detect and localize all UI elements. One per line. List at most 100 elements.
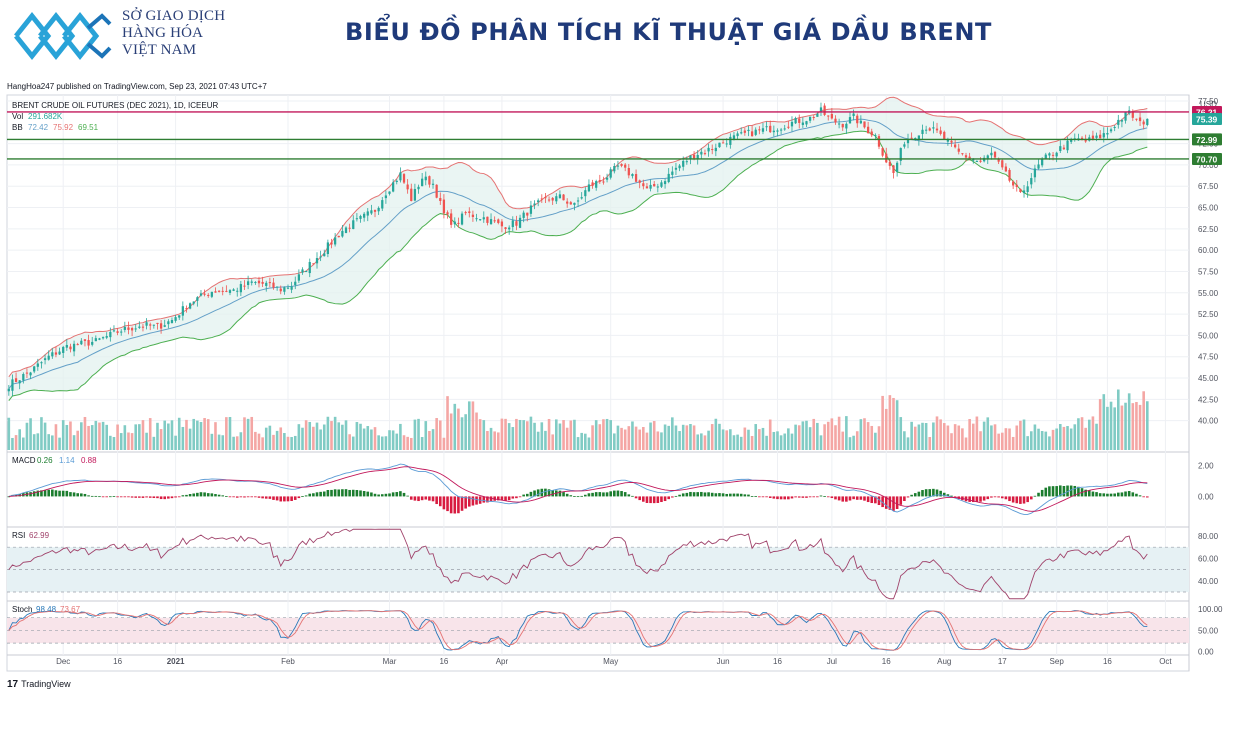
macd-hist-bar — [188, 494, 192, 497]
volume-bar — [431, 429, 435, 450]
price-tag — [1192, 112, 1222, 125]
tradingview-logo[interactable]: 17 TradingView — [7, 679, 71, 690]
volume-bar — [1029, 431, 1033, 450]
macd-hist-bar — [467, 496, 471, 507]
volume-bar — [373, 427, 377, 450]
macd-hist-bar — [134, 496, 138, 498]
candle-body — [1055, 152, 1058, 157]
volume-bar — [348, 434, 351, 450]
price-tag-label: 72.99 — [1196, 135, 1218, 145]
macd-hist-bar — [1004, 496, 1008, 500]
macd-hist-bar — [892, 496, 895, 511]
candle-body — [417, 186, 420, 190]
volume-bar — [884, 408, 888, 450]
stoch-tick-label: 50.00 — [1198, 626, 1219, 635]
macd-hist-bar — [402, 492, 406, 497]
macd-hist-bar — [863, 496, 866, 501]
candle-body — [667, 173, 670, 183]
volume-bar — [942, 423, 946, 450]
volume-bar — [638, 429, 641, 450]
candle-body — [192, 301, 195, 304]
volume-bar — [1142, 391, 1145, 450]
macd-legend-label: MACD — [12, 456, 36, 465]
macd-hist-bar — [515, 496, 518, 499]
macd-hist-bar — [196, 492, 199, 497]
candle-body — [1012, 181, 1015, 186]
macd-hist-bar — [613, 490, 616, 497]
candle-body — [609, 169, 612, 178]
macd-hist-bar — [250, 496, 254, 498]
macd-hist-bar — [1084, 489, 1087, 497]
candle-body — [671, 171, 674, 175]
macd-hist-bar — [341, 489, 344, 497]
candle-body — [471, 214, 475, 218]
candle-body — [790, 121, 794, 127]
volume-bar — [196, 420, 199, 450]
candle-body — [453, 221, 456, 225]
candle-body — [18, 380, 21, 384]
macd-hist-bar — [254, 496, 257, 498]
volume-bar — [710, 424, 714, 450]
candle-body — [1033, 168, 1037, 178]
macd-hist-bar — [58, 490, 61, 497]
macd-hist-bar — [496, 496, 500, 501]
candle-body — [939, 130, 942, 134]
candle-body — [275, 286, 279, 288]
macd-hist-bar — [1113, 493, 1116, 497]
volume-bar — [22, 437, 25, 450]
logo-text-line-3: VIỆT NAM — [122, 42, 197, 58]
volume-bar — [1091, 416, 1095, 450]
candle-body — [232, 289, 235, 291]
macd-hist-bar — [1019, 496, 1022, 504]
macd-hist-bar — [1146, 496, 1149, 498]
price-tick-label: 60.00 — [1198, 246, 1219, 255]
macd-hist-bar — [935, 489, 939, 497]
macd-hist-bar — [525, 493, 529, 497]
candle-body — [558, 194, 562, 199]
volume-bar — [272, 434, 275, 450]
candle-body — [464, 212, 467, 214]
macd-hist-bar — [138, 496, 141, 498]
macd-hist-bar — [69, 492, 72, 497]
macd-hist-bar — [112, 496, 116, 497]
candle-body — [515, 221, 518, 226]
macd-hist-bar — [471, 496, 475, 506]
candle-body — [754, 129, 757, 135]
macd-hist-bar — [761, 496, 765, 498]
volume-bar — [275, 430, 279, 450]
volume-bar — [471, 401, 475, 450]
candle-body — [337, 235, 340, 238]
volume-bar — [558, 423, 562, 450]
volume-bar — [210, 433, 214, 450]
volume-bar — [409, 437, 413, 450]
volume-bar — [239, 432, 243, 450]
rsi-line — [8, 528, 1148, 600]
volume-bar — [580, 432, 583, 450]
macd-hist-bar — [855, 496, 859, 500]
candle-body — [370, 210, 373, 214]
macd-hist-bar — [272, 496, 275, 500]
macd-hist-bar — [366, 491, 370, 497]
volume-bar — [685, 425, 689, 450]
volume-bar — [1084, 427, 1087, 450]
candle-body — [573, 202, 576, 205]
volume-bar — [36, 433, 40, 450]
candle-body — [58, 351, 61, 355]
volume-bar — [279, 427, 283, 450]
candle-body — [808, 116, 812, 121]
macd-hist-bar — [1029, 496, 1033, 500]
candle-body — [344, 227, 348, 233]
macd-hist-bar — [177, 496, 181, 498]
candle-body — [377, 207, 380, 212]
candle-body — [152, 324, 155, 326]
candle-body — [1109, 129, 1113, 132]
candle-body — [772, 130, 775, 133]
volume-bar — [939, 419, 942, 450]
volume-bar — [417, 418, 420, 450]
volume-bar — [1055, 428, 1058, 450]
exchange-logo: SỞ GIAO DỊCH HÀNG HÓA VIỆT NAM — [10, 8, 230, 66]
macd-hist-bar — [192, 493, 196, 497]
candle-body — [634, 174, 638, 182]
volume-bar — [391, 430, 395, 450]
